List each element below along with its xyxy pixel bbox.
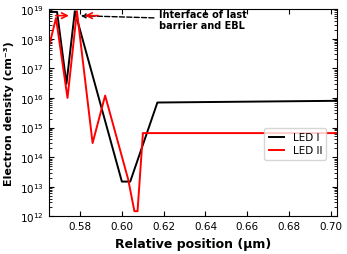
LED I — [135, 161, 139, 164]
Line: LED I: LED I — [49, 12, 337, 182]
LED II — [279, 132, 283, 135]
LED I — [151, 115, 155, 118]
LED II — [50, 34, 54, 37]
LED I — [139, 148, 144, 151]
Text: Interface of last
barrier and EBL: Interface of last barrier and EBL — [82, 9, 247, 31]
LED II — [132, 210, 136, 213]
LED I — [335, 100, 339, 103]
Y-axis label: Electron density (cm⁻³): Electron density (cm⁻³) — [4, 41, 14, 185]
LED I — [63, 72, 67, 75]
LED II — [335, 132, 339, 135]
LED II — [75, 11, 79, 14]
LED I — [46, 11, 51, 14]
LED II — [46, 47, 51, 50]
Line: LED II: LED II — [49, 12, 337, 211]
LED I — [286, 100, 290, 103]
X-axis label: Relative position (μm): Relative position (μm) — [115, 237, 271, 250]
Legend: LED I, LED II: LED I, LED II — [264, 129, 326, 160]
LED I — [120, 180, 124, 183]
LED II — [71, 42, 76, 45]
LED I — [73, 11, 77, 14]
LED I — [124, 180, 128, 183]
LED II — [51, 27, 56, 30]
LED II — [67, 79, 71, 82]
LED II — [154, 132, 158, 135]
